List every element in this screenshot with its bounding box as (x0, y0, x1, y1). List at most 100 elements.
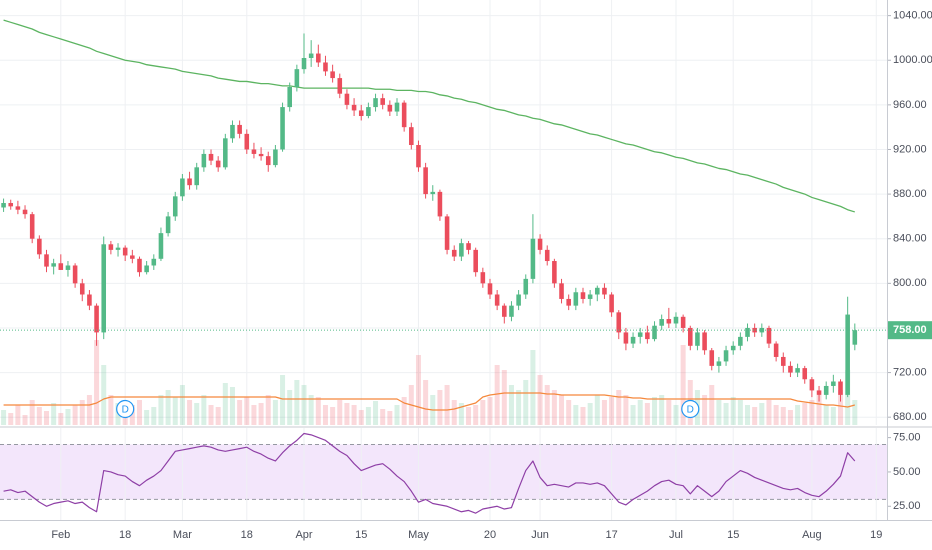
volume-bar (344, 403, 350, 425)
candle-body (15, 206, 21, 210)
x-tick-label: Aug (802, 529, 822, 541)
candle-body (380, 98, 385, 105)
candle-body (201, 153, 207, 168)
volume-bar (201, 395, 207, 425)
volume-bar (852, 400, 858, 425)
candle-body (509, 305, 514, 317)
candle-body (780, 356, 786, 366)
volume-bar (780, 407, 786, 425)
candle-body (802, 368, 808, 380)
volume-bar (179, 385, 185, 425)
candle-body (187, 178, 192, 186)
candle-body (852, 330, 858, 345)
volume-bar (466, 407, 472, 425)
candle-body (587, 294, 593, 299)
volume-bar (108, 395, 114, 425)
candle-body (544, 249, 550, 262)
volume-bar (244, 397, 250, 425)
rsi-line (3, 432, 856, 514)
x-tick-label: 15 (355, 529, 367, 541)
y-tick-label: 50.00 (893, 466, 921, 478)
volume-bar (208, 405, 214, 425)
candle-body (816, 390, 822, 395)
candle-body (280, 107, 285, 150)
candle-body (759, 327, 765, 333)
volume-bar (666, 400, 672, 425)
candle-body (409, 127, 414, 146)
volume-bar (308, 395, 314, 425)
candle-body (258, 153, 264, 157)
x-tick-label: Apr (295, 529, 312, 541)
event-marker (681, 399, 700, 419)
volume-bar (501, 370, 507, 425)
candle-body (308, 53, 314, 59)
volume-bar (65, 409, 71, 425)
candle-body (72, 265, 78, 284)
candle-body (630, 336, 636, 344)
volume-bar (294, 380, 300, 425)
volume-bar (652, 397, 658, 425)
volume-bar (559, 395, 565, 425)
candle-body (573, 292, 579, 306)
candle-body (101, 244, 107, 333)
candle-body (523, 278, 529, 295)
volume-bar (330, 407, 336, 425)
y-tick-label: 880.00 (893, 188, 927, 200)
candle-body (194, 167, 200, 186)
x-tick-label: Jul (669, 529, 683, 541)
y-tick-label: 920.00 (893, 143, 927, 155)
volume-bar (194, 403, 200, 425)
candle-body (716, 361, 722, 366)
volume-bar (730, 397, 736, 425)
volume-bar (544, 385, 550, 425)
volume-bar (609, 397, 615, 425)
event-label: D (687, 405, 694, 416)
volume-bar (716, 400, 722, 425)
candle-body (680, 316, 686, 328)
candle-body (151, 258, 157, 266)
volume-bar (43, 411, 49, 425)
volume-bar (8, 413, 14, 425)
y-tick-label: 1000.00 (893, 54, 932, 66)
candle-body (823, 385, 829, 395)
event-label: D (122, 405, 129, 416)
volume-bar (187, 400, 193, 425)
candle-body (437, 191, 443, 217)
y-tick-label: 720.00 (893, 366, 927, 378)
volume-bar (51, 403, 57, 425)
candle-body (165, 216, 171, 234)
volume-bar (265, 395, 271, 425)
x-tick-label: 19 (870, 529, 882, 541)
candle-body (745, 327, 750, 337)
volume-bar (537, 375, 543, 425)
candle-body (580, 292, 586, 299)
x-tick-label: Mar (173, 529, 192, 541)
candle-body (58, 263, 64, 270)
candle-body (223, 138, 228, 168)
candle-body (451, 249, 457, 257)
x-tick-label: 20 (484, 529, 496, 541)
volume-bar (444, 385, 450, 425)
volume-bar (15, 405, 21, 425)
candle-body (87, 294, 92, 306)
volume-bar (280, 375, 286, 425)
candle-body (444, 216, 450, 250)
y-tick-label: 800.00 (893, 277, 927, 289)
candle-body (595, 287, 600, 295)
candle-body (423, 167, 428, 195)
candle-body (273, 149, 278, 166)
candle-body (637, 332, 643, 337)
candle-body (702, 332, 707, 351)
candle-body (37, 238, 42, 255)
candle-body (115, 247, 121, 250)
volume-bar (322, 405, 328, 425)
volume-bar (365, 407, 371, 425)
volume-bar (22, 415, 28, 425)
volume-bar (659, 395, 665, 425)
volume-bar (787, 410, 793, 425)
volume-bar (823, 405, 829, 425)
candle-body (94, 305, 99, 333)
volume-bar (29, 400, 35, 425)
volume-bar (587, 403, 593, 425)
volume-bar (759, 403, 765, 425)
